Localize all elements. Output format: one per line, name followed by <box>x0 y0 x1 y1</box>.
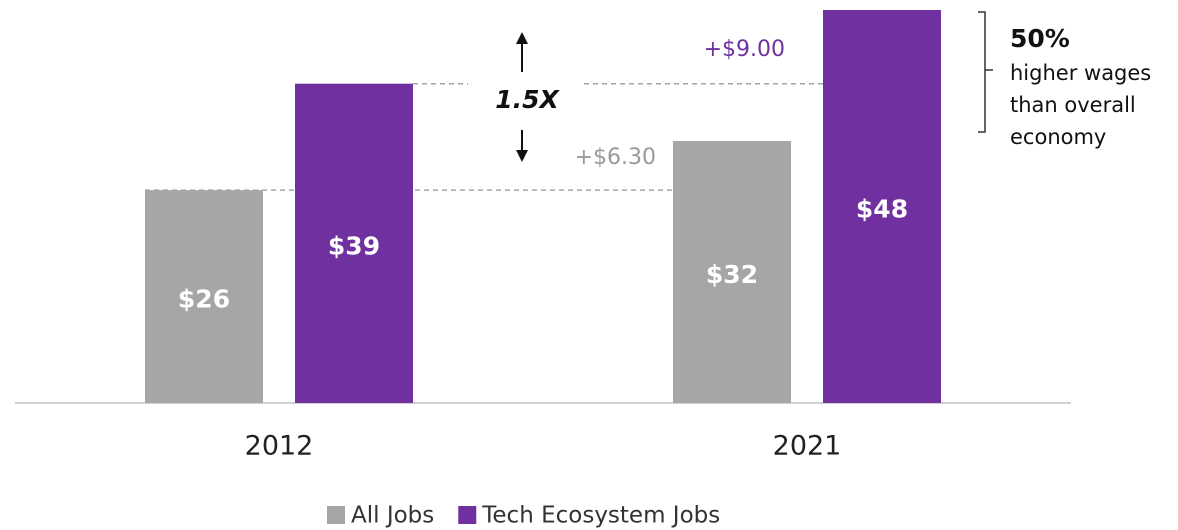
annotation: +$9.00 <box>704 37 785 62</box>
x-tick-label: 2021 <box>773 431 842 462</box>
bar <box>145 190 263 403</box>
x-tick-label: 2012 <box>245 431 314 462</box>
annotation: 50% <box>1010 24 1070 53</box>
value-label: $48 <box>856 195 908 224</box>
arrow-head <box>516 32 528 44</box>
annotation: higher wages <box>1010 61 1151 85</box>
annotation: economy <box>1010 125 1106 149</box>
bracket <box>978 11 993 133</box>
bar <box>823 10 941 403</box>
annotation: than overall <box>1010 93 1136 117</box>
value-label: $39 <box>328 231 380 260</box>
annotation: +$6.30 <box>575 145 656 170</box>
value-label: $26 <box>178 285 230 314</box>
value-label: $32 <box>706 260 758 289</box>
legend-swatch <box>327 506 345 524</box>
legend-label: All Jobs <box>351 503 434 529</box>
legend-swatch <box>458 506 477 524</box>
legend-label: Tech Ecosystem Jobs <box>481 503 720 529</box>
bar <box>673 141 791 403</box>
annotation: 1.5X <box>495 85 560 114</box>
bar <box>295 83 413 403</box>
arrow-head <box>516 150 528 162</box>
